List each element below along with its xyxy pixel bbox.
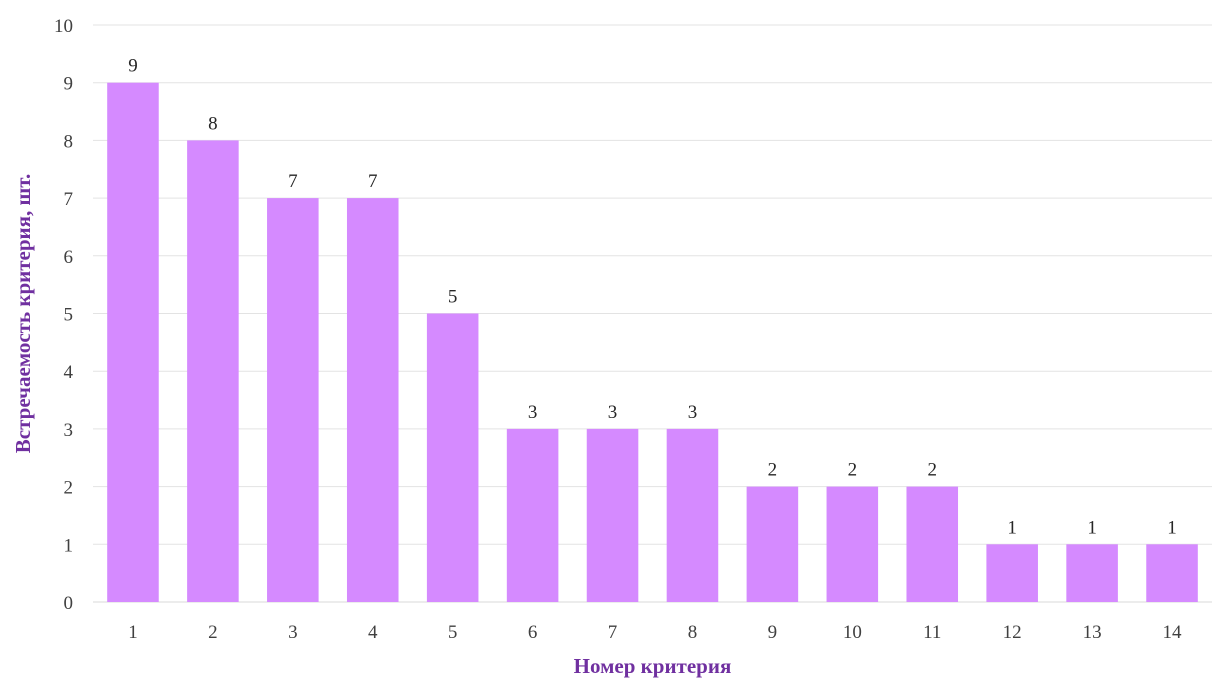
- x-tick-label: 3: [288, 622, 298, 643]
- y-tick-label: 2: [64, 478, 74, 499]
- x-tick-label: 14: [1163, 622, 1183, 643]
- bar: [187, 140, 239, 602]
- bars: [107, 82, 1198, 602]
- bar: [746, 486, 799, 602]
- y-axis-tick-labels: 0 1 2 3 4 5 6 7 8 9 10: [54, 16, 74, 614]
- y-tick-label: 1: [64, 535, 74, 556]
- data-label: 2: [928, 460, 938, 481]
- data-label: 3: [528, 402, 538, 423]
- x-tick-label: 11: [923, 622, 941, 643]
- y-tick-label: 3: [64, 420, 74, 441]
- data-labels: 9 8 7 7 5 3 3 3 2 2 2 1 1 1: [128, 56, 1177, 539]
- bar: [267, 198, 319, 602]
- x-tick-label: 4: [368, 622, 378, 643]
- x-axis-title: Номер критерия: [574, 654, 732, 678]
- x-tick-label: 12: [1003, 622, 1022, 643]
- data-label: 1: [1007, 517, 1017, 538]
- data-label: 7: [288, 171, 298, 192]
- y-tick-label: 0: [64, 593, 74, 614]
- data-label: 7: [368, 171, 378, 192]
- x-tick-label: 6: [528, 622, 538, 643]
- x-tick-label: 5: [448, 622, 458, 643]
- data-label: 1: [1087, 517, 1097, 538]
- y-tick-label: 5: [64, 305, 74, 326]
- data-label: 3: [608, 402, 618, 423]
- data-label: 5: [448, 287, 458, 308]
- y-tick-label: 8: [64, 131, 74, 152]
- bar: [586, 428, 639, 602]
- data-label: 9: [128, 56, 138, 77]
- gridlines: [93, 24, 1212, 603]
- y-tick-label: 9: [64, 74, 74, 95]
- y-tick-label: 7: [64, 189, 74, 210]
- bar: [906, 486, 959, 602]
- x-tick-label: 2: [208, 622, 218, 643]
- x-tick-label: 10: [843, 622, 862, 643]
- bar: [666, 428, 719, 602]
- x-tick-label: 1: [128, 622, 138, 643]
- bar: [1146, 544, 1198, 602]
- x-tick-label: 8: [688, 622, 698, 643]
- y-tick-label: 4: [64, 362, 74, 383]
- data-label: 2: [768, 460, 778, 481]
- bar: [986, 544, 1038, 602]
- data-label: 8: [208, 113, 218, 134]
- x-tick-label: 7: [608, 622, 618, 643]
- data-label: 2: [848, 460, 858, 481]
- data-label: 3: [688, 402, 698, 423]
- x-tick-label: 9: [768, 622, 778, 643]
- bar: [346, 198, 399, 602]
- y-tick-label: 6: [64, 247, 74, 268]
- y-tick-label: 10: [54, 16, 73, 37]
- bar: [1066, 544, 1118, 602]
- x-tick-label: 13: [1083, 622, 1102, 643]
- bar: [426, 313, 479, 602]
- y-axis-title: Встречаемость критерия, шт.: [11, 174, 35, 453]
- data-label: 1: [1167, 517, 1177, 538]
- bar: [506, 428, 559, 602]
- bar: [826, 486, 879, 602]
- bar: [107, 82, 159, 602]
- x-axis-tick-labels: 1 2 3 4 5 6 7 8 9 10 11 12 13 14: [128, 622, 1182, 643]
